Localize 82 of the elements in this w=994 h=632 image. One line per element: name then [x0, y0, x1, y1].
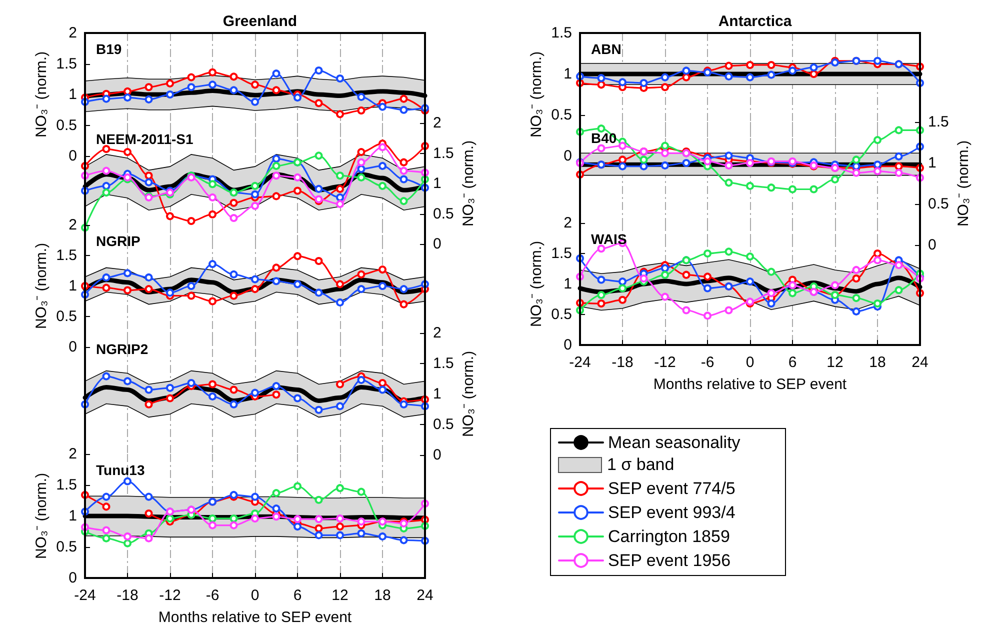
- x-tick-label: -6: [206, 587, 220, 604]
- x-tick-label: 24: [912, 354, 928, 371]
- y-tick-label: 1: [564, 66, 572, 82]
- text: B19: [96, 41, 122, 57]
- y2-tick-label: 0.5: [928, 196, 949, 212]
- text: NGRIP: [96, 233, 140, 249]
- chart-title: Greenland: [222, 13, 298, 30]
- y2-axis-title: NO₃⁻ (norm.): [460, 350, 477, 438]
- text: NGRIP2: [96, 341, 148, 357]
- y2-axis-title: NO₃⁻ (norm.): [955, 140, 972, 227]
- y2-tick-label: 2: [433, 114, 442, 132]
- text: WAIS: [591, 231, 627, 247]
- y-tick-label: 1: [68, 278, 77, 294]
- y-tick-label: 0: [68, 148, 77, 164]
- x-tick-label: 0: [746, 354, 754, 371]
- x-tick-label: -6: [700, 354, 714, 371]
- y2-axis-title: NO₃⁻ (norm.): [460, 140, 477, 227]
- y-tick-label: 1: [68, 508, 77, 524]
- x-tick-label: -18: [116, 587, 138, 604]
- x-tick-label: 18: [869, 354, 886, 371]
- y2-tick-label: 0: [433, 446, 442, 464]
- y-tick-label: 1: [68, 86, 77, 103]
- x-tick-label: 12: [826, 354, 844, 371]
- legend-label: SEP event 993/4: [608, 503, 736, 522]
- x-tick-label: 18: [374, 587, 391, 604]
- y2-tick-label: 0.5: [433, 416, 454, 433]
- text: 1 σ band: [607, 455, 674, 474]
- y-tick-label: 2: [68, 216, 77, 234]
- y2-tick-label: 0: [928, 236, 936, 254]
- x-axis-title: Months relative to SEP event: [158, 609, 352, 626]
- y-tick-label: 0: [564, 336, 572, 354]
- y2-tick-label: 1: [928, 154, 936, 172]
- x-tick-label: -12: [654, 354, 676, 371]
- y2-tick-label: 1: [433, 175, 442, 192]
- y-axis-title: NO₃⁻ (norm.): [33, 51, 50, 138]
- y-tick-label: 0.5: [56, 538, 77, 556]
- y-tick-label: 1.5: [551, 245, 572, 262]
- x-tick-label: 0: [250, 587, 260, 604]
- y-axis-title: NO₃⁻ (norm.): [33, 242, 50, 330]
- y-tick-label: 0: [564, 148, 572, 164]
- y2-tick-label: 1: [433, 386, 442, 402]
- x-tick-label: -12: [159, 587, 181, 604]
- y2-tick-label: 1.5: [433, 355, 454, 372]
- y-tick-label: 1.5: [56, 476, 77, 494]
- legend-label: SEP event 1956: [608, 551, 731, 570]
- y-axis-title: NO₃⁻ (norm.): [528, 51, 545, 138]
- legend-label: SEP event 774/5: [608, 479, 736, 498]
- y-tick-label: 2: [68, 24, 77, 42]
- legend-label: Carrington 1859: [608, 527, 730, 546]
- x-tick-label: -18: [612, 354, 634, 371]
- y-tick-label: 0.5: [551, 106, 572, 124]
- text: NEEM-2011-S1: [96, 131, 194, 147]
- x-axis-title: Months relative to SEP event: [653, 376, 848, 393]
- y2-tick-label: 1.5: [928, 114, 949, 130]
- y-tick-label: 0: [68, 338, 77, 356]
- text: ABN: [591, 41, 622, 57]
- y-tick-label: 1.5: [56, 55, 77, 72]
- y-axis-title: NO₃⁻ (norm.): [33, 472, 50, 560]
- y-tick-label: 0: [68, 570, 77, 586]
- text: Tunu13: [96, 462, 145, 478]
- y2-tick-label: 1.5: [433, 144, 454, 162]
- y-tick-label: 2: [68, 446, 77, 462]
- x-tick-label: 6: [788, 354, 797, 371]
- y2-tick-label: 2: [433, 324, 442, 342]
- text: B40: [591, 130, 617, 146]
- y-tick-label: 0.5: [56, 116, 77, 134]
- y-tick-label: 2: [564, 214, 572, 232]
- x-tick-label: -24: [74, 587, 96, 604]
- x-tick-label: -24: [569, 354, 591, 371]
- x-tick-label: 24: [416, 587, 434, 604]
- y-tick-label: 1.5: [56, 247, 77, 264]
- y-axis-title: NO₃⁻ (norm.): [528, 240, 545, 328]
- x-tick-label: 6: [293, 587, 302, 604]
- chart-title: Antarctica: [718, 13, 792, 30]
- y-tick-label: 1: [564, 276, 572, 292]
- legend-label: Mean seasonality: [608, 433, 741, 452]
- y-tick-label: 0.5: [551, 306, 572, 323]
- y-tick-label: 1.5: [551, 24, 572, 42]
- y2-tick-label: 0.5: [433, 205, 454, 222]
- x-tick-label: 12: [332, 587, 348, 604]
- y2-tick-label: 0: [433, 236, 442, 252]
- y-tick-label: 0.5: [56, 308, 77, 325]
